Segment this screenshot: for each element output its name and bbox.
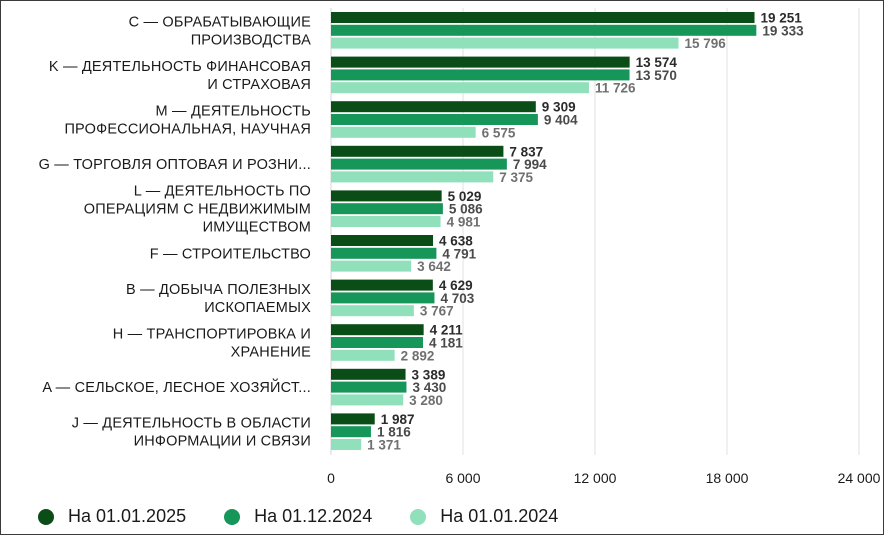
legend-label: На 01.12.2024 xyxy=(254,506,373,526)
value-label: 4 181 xyxy=(429,336,463,351)
bar xyxy=(331,349,395,361)
value-label: 9 309 xyxy=(542,100,576,115)
legend-label: На 01.01.2025 xyxy=(68,506,187,526)
bar xyxy=(331,24,757,36)
bar xyxy=(331,114,538,125)
value-label: 4 981 xyxy=(447,215,481,230)
value-label: 3 642 xyxy=(417,259,451,274)
value-label: 2 892 xyxy=(401,348,435,363)
bars-group xyxy=(331,12,757,450)
legend-label: На 01.01.2024 xyxy=(440,506,559,526)
value-label: 3 389 xyxy=(412,367,446,382)
value-label: 5 029 xyxy=(448,189,482,204)
bar xyxy=(331,171,494,183)
category-label: ПРОФЕССИОНАЛЬНАЯ, НАУЧНАЯ xyxy=(64,122,311,138)
legend-item-2024-01: На 01.01.2024 xyxy=(410,506,558,527)
value-label: 1 987 xyxy=(381,412,415,427)
category-label: ХРАНЕНИЕ xyxy=(231,345,311,361)
category-label: B — ДОБЫЧА ПОЛЕЗНЫХ xyxy=(126,282,311,298)
category-label: ОПЕРАЦИЯМ С НЕДВИЖИМЫМ xyxy=(84,202,311,218)
value-label: 4 629 xyxy=(439,278,473,293)
bar xyxy=(331,235,434,246)
value-label: 13 570 xyxy=(636,68,677,83)
x-tick-labels-group: 0 6 000 12 000 18 000 24 000 xyxy=(327,470,881,486)
category-label: K — ДЕЯТЕЛЬНОСТЬ ФИНАНСОВАЯ xyxy=(49,59,311,75)
bar xyxy=(331,413,375,425)
category-label: J — ДЕЯТЕЛЬНОСТЬ В ОБЛАСТИ xyxy=(72,416,311,432)
bar xyxy=(331,439,362,450)
value-label: 6 575 xyxy=(482,125,516,140)
category-label: G — ТОРГОВЛЯ ОПТОВАЯ И РОЗНИ... xyxy=(39,157,311,173)
category-label: M — ДЕЯТЕЛЬНОСТЬ xyxy=(156,104,311,120)
value-label: 3 430 xyxy=(412,380,446,395)
category-label: C — ОБРАБАТЫВАЮЩИЕ xyxy=(129,14,312,30)
bar xyxy=(331,82,589,94)
category-label: ИМУЩЕСТВОМ xyxy=(203,220,311,236)
value-label: 11 726 xyxy=(595,81,636,96)
value-label: 7 994 xyxy=(513,157,547,172)
category-label: F — СТРОИТЕЛЬСТВО xyxy=(150,246,311,262)
value-label: 3 280 xyxy=(409,393,443,408)
bar xyxy=(331,426,371,438)
value-label: 13 574 xyxy=(636,55,678,70)
value-label: 1 816 xyxy=(377,425,411,440)
bar xyxy=(331,190,442,202)
bar xyxy=(331,247,437,259)
bar xyxy=(331,126,476,138)
x-tick-label: 24 000 xyxy=(838,470,881,486)
bar xyxy=(331,69,630,81)
category-label: A — СЕЛЬСКОЕ, ЛЕСНОЕ ХОЗЯЙСТ... xyxy=(42,378,311,396)
bar xyxy=(331,394,404,406)
value-label: 4 638 xyxy=(439,234,473,249)
value-label: 4 791 xyxy=(442,246,476,261)
bar xyxy=(331,292,435,304)
bar xyxy=(331,381,407,393)
bar xyxy=(331,368,406,380)
bar xyxy=(331,279,433,291)
legend-item-2025: На 01.01.2025 xyxy=(38,506,186,527)
bar xyxy=(331,337,423,348)
x-tick-label: 18 000 xyxy=(706,470,749,486)
bar xyxy=(331,12,755,23)
bar xyxy=(331,305,414,317)
value-label: 7 837 xyxy=(509,144,543,159)
bar xyxy=(331,216,441,227)
category-label: ИСКОПАЕМЫХ xyxy=(204,300,311,316)
legend-item-2024-12: На 01.12.2024 xyxy=(224,506,372,527)
x-tick-label: 12 000 xyxy=(574,470,617,486)
bar xyxy=(331,324,424,336)
bar xyxy=(331,145,504,157)
category-label: L — ДЕЯТЕЛЬНОСТЬ ПО xyxy=(134,184,311,200)
value-label: 9 404 xyxy=(544,113,578,128)
category-label: H — ТРАНСПОРТИРОВКА И xyxy=(113,327,311,343)
category-label: ИНФОРМАЦИИ И СВЯЗИ xyxy=(134,434,311,450)
value-label: 4 703 xyxy=(440,291,474,306)
x-tick-label: 6 000 xyxy=(445,470,480,486)
value-label: 15 796 xyxy=(685,36,727,51)
bar xyxy=(331,203,443,215)
category-label: И СТРАХОВАЯ xyxy=(207,77,311,93)
legend-dot-icon xyxy=(410,508,427,525)
bar xyxy=(331,56,630,68)
category-labels-group: C — ОБРАБАТЫВАЮЩИЕ ПРОИЗВОДСТВА K — ДЕЯТЕЛ… xyxy=(39,14,312,450)
bar xyxy=(331,260,412,272)
legend-dot-icon xyxy=(38,508,54,525)
value-label: 7 375 xyxy=(499,170,533,185)
value-label: 1 371 xyxy=(367,438,401,453)
value-label: 19 333 xyxy=(762,23,804,38)
value-label: 4 211 xyxy=(430,323,464,338)
value-label: 3 767 xyxy=(420,304,454,319)
x-tick-label: 0 xyxy=(327,470,335,486)
value-label: 5 086 xyxy=(449,202,483,217)
legend: На 01.01.2025 На 01.12.2024 На 01.01.202… xyxy=(38,506,596,527)
value-label: 19 251 xyxy=(761,11,803,26)
legend-dot-icon xyxy=(224,508,241,525)
bar xyxy=(331,158,507,170)
bar xyxy=(331,101,536,113)
category-label: ПРОИЗВОДСТВА xyxy=(191,32,311,48)
bar xyxy=(331,37,679,49)
